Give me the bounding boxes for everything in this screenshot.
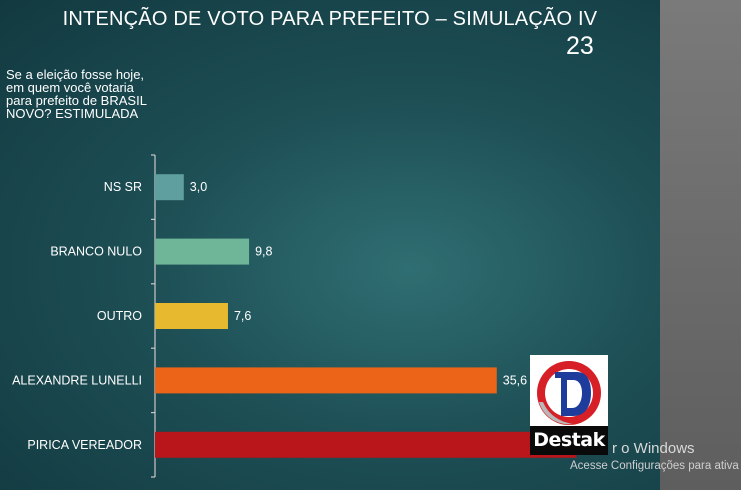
slide-number: 23 [566,32,594,60]
bar [155,238,250,265]
value-label: 3,0 [190,180,207,194]
bar [155,431,577,458]
side-strip [660,0,741,490]
logo-emblem-graphic [537,361,601,425]
logo-emblem [533,358,605,428]
value-label: 7,6 [234,309,251,323]
category-label: NS SR [104,180,142,194]
value-label: 9,8 [255,245,272,259]
value-label: 35,6 [503,373,527,387]
category-label: PIRICA VEREADOR [27,438,142,452]
slide: INTENÇÃO DE VOTO PARA PREFEITO – SIMULAÇ… [0,0,660,490]
windows-activation-hint: Acesse Configurações para ativa [570,460,739,472]
question-line: em quem você votaria [6,80,134,95]
logo-text: Destak [530,426,608,455]
category-label: OUTRO [97,309,142,323]
question-line: NOVO? ESTIMULADA [6,106,139,121]
bar-chart: NS SR 3,0 BRANCO NULO 9,8 OUTRO 7,6 ALEXANDRE … [12,154,607,478]
question-line: para prefeito de BRASIL [6,93,147,108]
question-line: Se a eleição fosse hoje, [6,67,145,82]
destak-logo: Destak [530,355,608,455]
bar [155,303,228,329]
bar [155,367,497,394]
windows-activation-watermark: r o Windows [612,440,695,457]
bar [155,174,184,201]
category-label: ALEXANDRE LUNELLI [12,373,142,387]
question-text: Se a eleição fosse hoje, em quem você vo… [6,68,196,120]
chart-title: INTENÇÃO DE VOTO PARA PREFEITO – SIMULAÇ… [62,8,598,30]
category-label: BRANCO NULO [50,245,142,259]
